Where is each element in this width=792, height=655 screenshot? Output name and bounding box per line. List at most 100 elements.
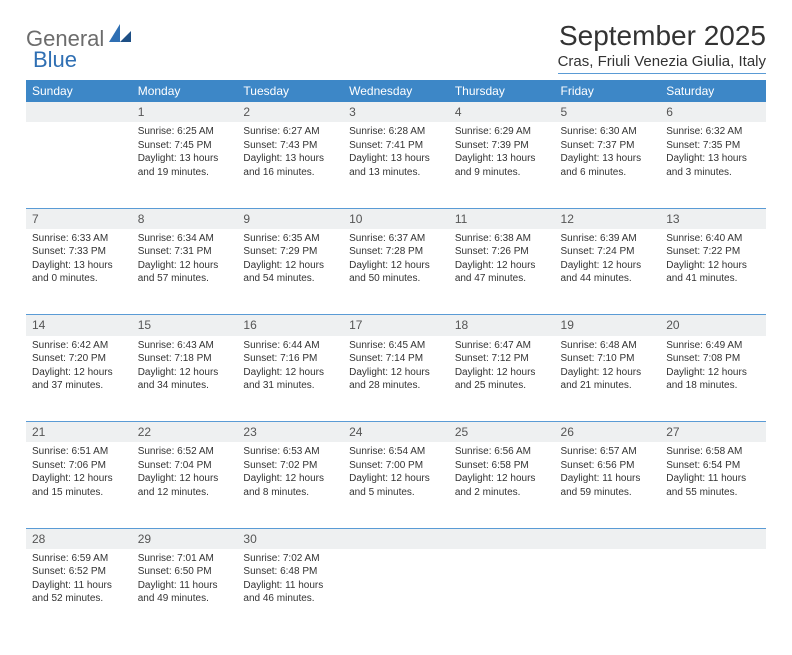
sunset-text: Sunset: 7:43 PM bbox=[243, 139, 337, 153]
daynum-row: 282930 bbox=[26, 528, 766, 549]
sunrise-text: Sunrise: 6:48 AM bbox=[561, 339, 655, 353]
sunrise-text: Sunrise: 6:37 AM bbox=[349, 232, 443, 246]
day-cell: Sunrise: 6:35 AMSunset: 7:29 PMDaylight:… bbox=[237, 229, 343, 315]
sunrise-text: Sunrise: 6:45 AM bbox=[349, 339, 443, 353]
sunrise-text: Sunrise: 6:44 AM bbox=[243, 339, 337, 353]
day-cell bbox=[26, 122, 132, 208]
daylight-text: Daylight: 12 hours and 31 minutes. bbox=[243, 366, 337, 393]
sunset-text: Sunset: 7:18 PM bbox=[138, 352, 232, 366]
weekday-tuesday: Tuesday bbox=[237, 80, 343, 102]
day-number: 30 bbox=[237, 528, 343, 549]
title-block: September 2025 Cras, Friuli Venezia Giul… bbox=[558, 20, 766, 74]
day-number bbox=[449, 528, 555, 549]
daylight-text: Daylight: 12 hours and 47 minutes. bbox=[455, 259, 549, 286]
daylight-text: Daylight: 11 hours and 52 minutes. bbox=[32, 579, 126, 606]
day-cell: Sunrise: 6:42 AMSunset: 7:20 PMDaylight:… bbox=[26, 336, 132, 422]
day-cell: Sunrise: 6:30 AMSunset: 7:37 PMDaylight:… bbox=[555, 122, 661, 208]
sunrise-text: Sunrise: 6:49 AM bbox=[666, 339, 760, 353]
day-cell: Sunrise: 7:01 AMSunset: 6:50 PMDaylight:… bbox=[132, 549, 238, 635]
sunrise-text: Sunrise: 6:40 AM bbox=[666, 232, 760, 246]
sunrise-text: Sunrise: 6:32 AM bbox=[666, 125, 760, 139]
sunrise-text: Sunrise: 6:39 AM bbox=[561, 232, 655, 246]
sunset-text: Sunset: 6:58 PM bbox=[455, 459, 549, 473]
day-cell bbox=[343, 549, 449, 635]
sunset-text: Sunset: 7:04 PM bbox=[138, 459, 232, 473]
sunset-text: Sunset: 7:37 PM bbox=[561, 139, 655, 153]
daylight-text: Daylight: 13 hours and 9 minutes. bbox=[455, 152, 549, 179]
weekday-saturday: Saturday bbox=[660, 80, 766, 102]
sunset-text: Sunset: 6:48 PM bbox=[243, 565, 337, 579]
daylight-text: Daylight: 12 hours and 25 minutes. bbox=[455, 366, 549, 393]
daylight-text: Daylight: 12 hours and 28 minutes. bbox=[349, 366, 443, 393]
daylight-text: Daylight: 11 hours and 46 minutes. bbox=[243, 579, 337, 606]
day-number: 23 bbox=[237, 422, 343, 443]
day-cell: Sunrise: 6:25 AMSunset: 7:45 PMDaylight:… bbox=[132, 122, 238, 208]
day-cell: Sunrise: 6:47 AMSunset: 7:12 PMDaylight:… bbox=[449, 336, 555, 422]
day-cell: Sunrise: 6:51 AMSunset: 7:06 PMDaylight:… bbox=[26, 442, 132, 528]
day-content-row: Sunrise: 6:25 AMSunset: 7:45 PMDaylight:… bbox=[26, 122, 766, 208]
day-cell: Sunrise: 6:27 AMSunset: 7:43 PMDaylight:… bbox=[237, 122, 343, 208]
sunset-text: Sunset: 7:16 PM bbox=[243, 352, 337, 366]
day-cell: Sunrise: 6:44 AMSunset: 7:16 PMDaylight:… bbox=[237, 336, 343, 422]
day-cell: Sunrise: 6:38 AMSunset: 7:26 PMDaylight:… bbox=[449, 229, 555, 315]
sunrise-text: Sunrise: 6:28 AM bbox=[349, 125, 443, 139]
sunrise-text: Sunrise: 6:57 AM bbox=[561, 445, 655, 459]
day-number: 2 bbox=[237, 102, 343, 122]
daylight-text: Daylight: 12 hours and 54 minutes. bbox=[243, 259, 337, 286]
day-number: 10 bbox=[343, 208, 449, 229]
sunrise-text: Sunrise: 6:25 AM bbox=[138, 125, 232, 139]
day-cell: Sunrise: 6:37 AMSunset: 7:28 PMDaylight:… bbox=[343, 229, 449, 315]
daylight-text: Daylight: 12 hours and 12 minutes. bbox=[138, 472, 232, 499]
day-number: 9 bbox=[237, 208, 343, 229]
daylight-text: Daylight: 13 hours and 13 minutes. bbox=[349, 152, 443, 179]
daylight-text: Daylight: 11 hours and 55 minutes. bbox=[666, 472, 760, 499]
day-number bbox=[26, 102, 132, 122]
page: General September 2025 Cras, Friuli Vene… bbox=[0, 0, 792, 655]
sunrise-text: Sunrise: 6:56 AM bbox=[455, 445, 549, 459]
sunset-text: Sunset: 7:29 PM bbox=[243, 245, 337, 259]
sunset-text: Sunset: 7:10 PM bbox=[561, 352, 655, 366]
day-cell: Sunrise: 6:49 AMSunset: 7:08 PMDaylight:… bbox=[660, 336, 766, 422]
day-cell: Sunrise: 6:56 AMSunset: 6:58 PMDaylight:… bbox=[449, 442, 555, 528]
daylight-text: Daylight: 13 hours and 19 minutes. bbox=[138, 152, 232, 179]
sunrise-text: Sunrise: 6:35 AM bbox=[243, 232, 337, 246]
daynum-row: 123456 bbox=[26, 102, 766, 122]
day-number: 11 bbox=[449, 208, 555, 229]
sunrise-text: Sunrise: 6:51 AM bbox=[32, 445, 126, 459]
daylight-text: Daylight: 12 hours and 5 minutes. bbox=[349, 472, 443, 499]
logo-mark-icon bbox=[109, 24, 131, 42]
day-number: 20 bbox=[660, 315, 766, 336]
day-number bbox=[660, 528, 766, 549]
daylight-text: Daylight: 12 hours and 44 minutes. bbox=[561, 259, 655, 286]
day-cell bbox=[555, 549, 661, 635]
day-number: 6 bbox=[660, 102, 766, 122]
day-number: 19 bbox=[555, 315, 661, 336]
day-cell bbox=[449, 549, 555, 635]
sunset-text: Sunset: 6:54 PM bbox=[666, 459, 760, 473]
day-number: 29 bbox=[132, 528, 238, 549]
sunset-text: Sunset: 6:50 PM bbox=[138, 565, 232, 579]
sunrise-text: Sunrise: 6:34 AM bbox=[138, 232, 232, 246]
day-number: 18 bbox=[449, 315, 555, 336]
day-number bbox=[343, 528, 449, 549]
day-number: 22 bbox=[132, 422, 238, 443]
weekday-monday: Monday bbox=[132, 80, 238, 102]
sunrise-text: Sunrise: 6:59 AM bbox=[32, 552, 126, 566]
sunrise-text: Sunrise: 6:42 AM bbox=[32, 339, 126, 353]
day-number: 14 bbox=[26, 315, 132, 336]
daylight-text: Daylight: 12 hours and 41 minutes. bbox=[666, 259, 760, 286]
sunset-text: Sunset: 7:45 PM bbox=[138, 139, 232, 153]
day-number: 3 bbox=[343, 102, 449, 122]
sunrise-text: Sunrise: 6:30 AM bbox=[561, 125, 655, 139]
day-number: 7 bbox=[26, 208, 132, 229]
day-number: 25 bbox=[449, 422, 555, 443]
daylight-text: Daylight: 12 hours and 50 minutes. bbox=[349, 259, 443, 286]
weekday-wednesday: Wednesday bbox=[343, 80, 449, 102]
sunset-text: Sunset: 7:39 PM bbox=[455, 139, 549, 153]
sunset-text: Sunset: 7:00 PM bbox=[349, 459, 443, 473]
day-content-row: Sunrise: 6:51 AMSunset: 7:06 PMDaylight:… bbox=[26, 442, 766, 528]
page-subtitle: Cras, Friuli Venezia Giulia, Italy bbox=[558, 53, 766, 74]
daylight-text: Daylight: 13 hours and 16 minutes. bbox=[243, 152, 337, 179]
calendar-table: Sunday Monday Tuesday Wednesday Thursday… bbox=[26, 80, 766, 635]
day-number: 17 bbox=[343, 315, 449, 336]
